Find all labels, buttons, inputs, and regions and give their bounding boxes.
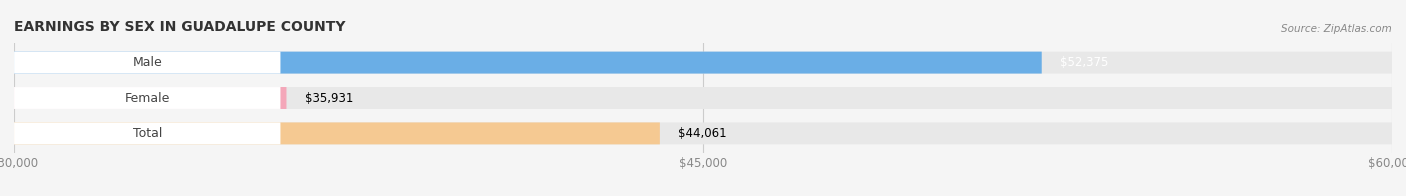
- Text: Source: ZipAtlas.com: Source: ZipAtlas.com: [1281, 24, 1392, 34]
- Text: Female: Female: [125, 92, 170, 104]
- FancyBboxPatch shape: [14, 122, 280, 144]
- Text: Male: Male: [132, 56, 162, 69]
- FancyBboxPatch shape: [14, 122, 659, 144]
- Text: Total: Total: [132, 127, 162, 140]
- Text: $44,061: $44,061: [678, 127, 727, 140]
- FancyBboxPatch shape: [14, 52, 1042, 74]
- Text: $35,931: $35,931: [305, 92, 353, 104]
- FancyBboxPatch shape: [14, 52, 1392, 74]
- FancyBboxPatch shape: [14, 87, 1392, 109]
- FancyBboxPatch shape: [14, 87, 280, 109]
- FancyBboxPatch shape: [14, 87, 287, 109]
- FancyBboxPatch shape: [14, 122, 1392, 144]
- Text: $52,375: $52,375: [1060, 56, 1108, 69]
- Text: EARNINGS BY SEX IN GUADALUPE COUNTY: EARNINGS BY SEX IN GUADALUPE COUNTY: [14, 20, 346, 34]
- FancyBboxPatch shape: [14, 52, 280, 74]
